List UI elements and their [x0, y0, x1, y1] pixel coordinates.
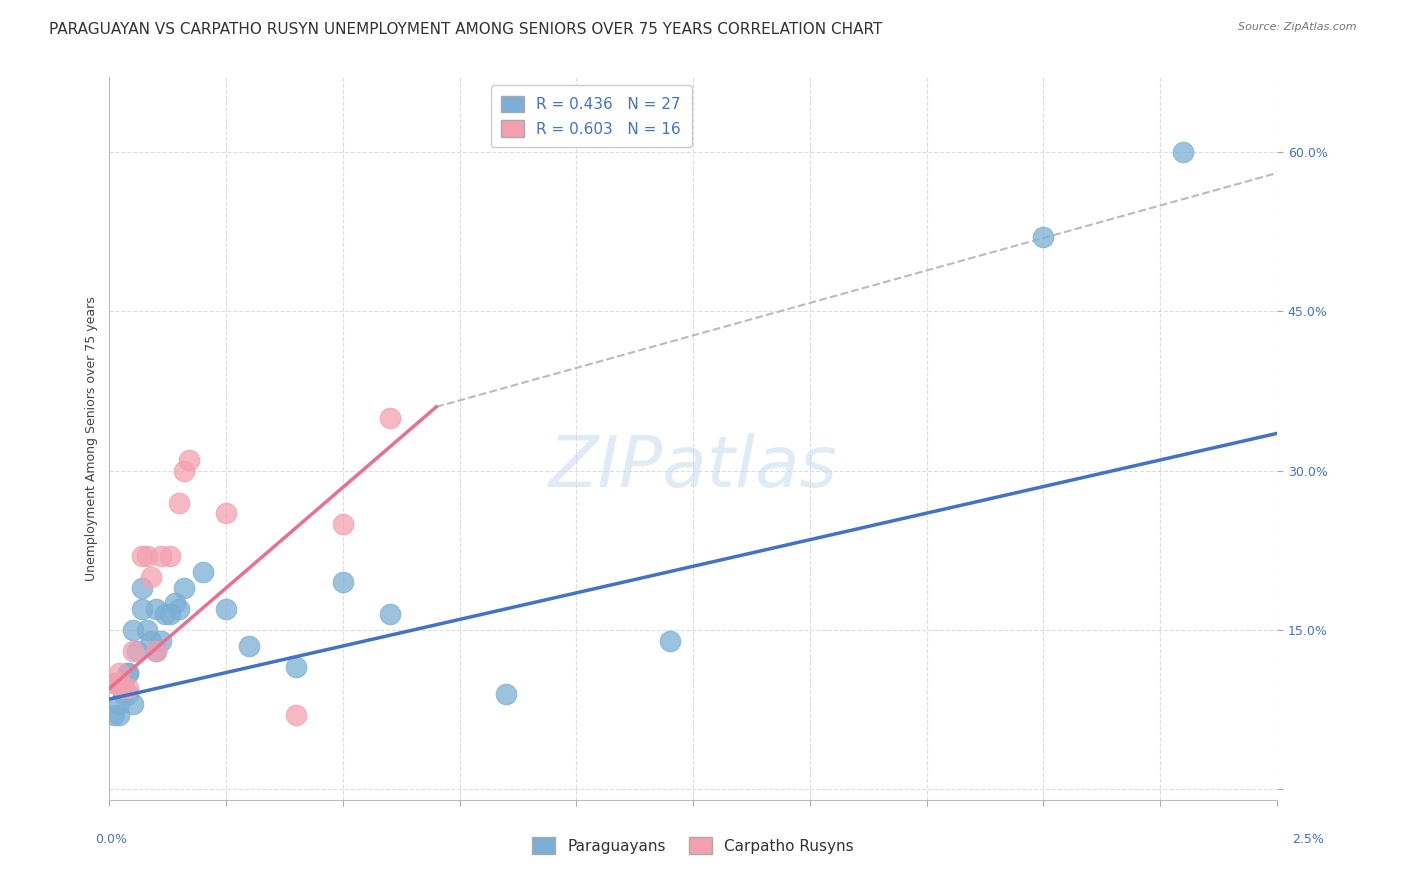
Point — [155, 607, 177, 621]
Y-axis label: Unemployment Among Seniors over 75 years: Unemployment Among Seniors over 75 years — [86, 296, 98, 581]
Point — [117, 687, 139, 701]
Point — [332, 516, 354, 531]
Point — [332, 575, 354, 590]
Point — [117, 665, 139, 680]
Point — [107, 665, 129, 680]
Text: Source: ZipAtlas.com: Source: ZipAtlas.com — [1239, 22, 1357, 32]
Point — [131, 602, 153, 616]
Point — [135, 623, 157, 637]
Point — [112, 687, 135, 701]
Point — [149, 633, 172, 648]
Point — [378, 607, 401, 621]
Point — [285, 708, 308, 723]
Point — [1032, 230, 1054, 244]
Point — [107, 708, 129, 723]
Point — [169, 495, 191, 509]
Point — [131, 549, 153, 563]
Point — [131, 581, 153, 595]
Point — [103, 708, 125, 723]
Point — [112, 676, 135, 690]
Point — [112, 681, 135, 696]
Point — [191, 565, 214, 579]
Point — [112, 676, 135, 690]
Point — [121, 644, 143, 658]
Text: 2.5%: 2.5% — [1292, 833, 1324, 846]
Point — [159, 549, 181, 563]
Point — [163, 597, 186, 611]
Text: 0.0%: 0.0% — [96, 833, 128, 846]
Point — [173, 464, 195, 478]
Point — [117, 665, 139, 680]
Point — [145, 644, 167, 658]
Point — [141, 633, 163, 648]
Point — [215, 602, 238, 616]
Text: ZIPatlas: ZIPatlas — [548, 434, 838, 502]
Point — [103, 676, 125, 690]
Point — [159, 607, 181, 621]
Legend: Paraguayans, Carpatho Rusyns: Paraguayans, Carpatho Rusyns — [522, 827, 865, 864]
Point — [117, 681, 139, 696]
Text: PARAGUAYAN VS CARPATHO RUSYN UNEMPLOYMENT AMONG SENIORS OVER 75 YEARS CORRELATIO: PARAGUAYAN VS CARPATHO RUSYN UNEMPLOYMEN… — [49, 22, 883, 37]
Point — [145, 644, 167, 658]
Point — [177, 453, 200, 467]
Point — [169, 602, 191, 616]
Point — [107, 676, 129, 690]
Point — [1173, 145, 1195, 159]
Point — [149, 549, 172, 563]
Point — [121, 698, 143, 712]
Point — [173, 581, 195, 595]
Point — [495, 687, 517, 701]
Point — [141, 570, 163, 584]
Point — [127, 644, 149, 658]
Point — [107, 676, 129, 690]
Point — [238, 639, 260, 653]
Point — [121, 623, 143, 637]
Point — [658, 633, 681, 648]
Point — [145, 602, 167, 616]
Point — [135, 549, 157, 563]
Point — [378, 410, 401, 425]
Point — [103, 676, 125, 690]
Point — [285, 660, 308, 674]
Point — [215, 506, 238, 520]
Point — [107, 698, 129, 712]
